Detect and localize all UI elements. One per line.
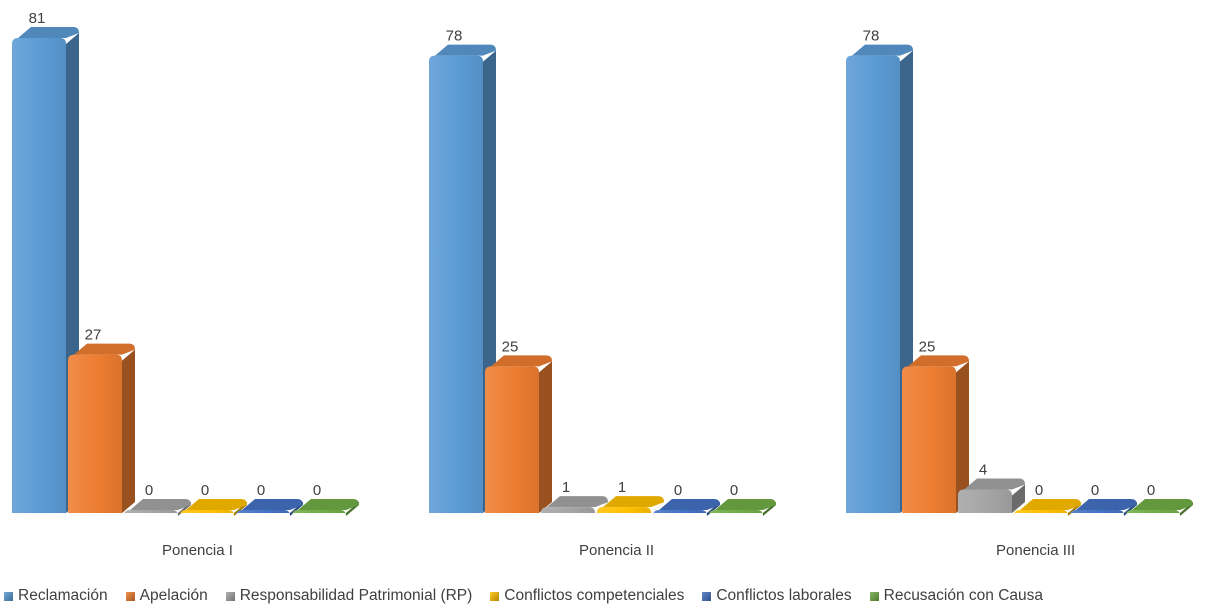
value-label-2-3: 1 bbox=[562, 479, 570, 496]
legend-item-2: Apelación bbox=[125, 587, 208, 605]
value-label-1-1: 81 bbox=[29, 10, 46, 27]
legend-label: Conflictos competenciales bbox=[504, 587, 685, 604]
value-label-3-2: 25 bbox=[919, 338, 936, 355]
bar-3-4 bbox=[1014, 499, 1081, 516]
value-label-1-6: 0 bbox=[313, 482, 321, 499]
value-label-2-2: 25 bbox=[502, 338, 519, 355]
category-label-1: Ponencia I bbox=[162, 542, 233, 559]
bar-3-6 bbox=[1126, 499, 1193, 516]
bar-3-2 bbox=[902, 355, 969, 513]
value-label-2-5: 0 bbox=[674, 482, 682, 499]
legend-label: Responsabilidad Patrimonial (RP) bbox=[239, 587, 473, 604]
value-label-1-4: 0 bbox=[201, 482, 209, 499]
legend-label: Conflictos laborales bbox=[716, 587, 852, 604]
legend: Reclamación Apelación Responsabilidad Patr… bbox=[0, 585, 1222, 607]
legend-label: Apelación bbox=[139, 587, 208, 604]
value-label-3-6: 0 bbox=[1147, 482, 1155, 499]
category-label-2: Ponencia II bbox=[579, 542, 654, 559]
legend-swatch bbox=[125, 591, 135, 601]
legend-swatch bbox=[490, 591, 500, 601]
legend-item-4: Conflictos competenciales bbox=[490, 587, 684, 605]
value-label-1-5: 0 bbox=[257, 482, 265, 499]
value-label-3-3: 4 bbox=[979, 462, 987, 479]
bar-1-6 bbox=[292, 499, 359, 516]
value-label-3-4: 0 bbox=[1035, 482, 1043, 499]
legend-item-1: Reclamación bbox=[4, 587, 108, 605]
bar-3-5 bbox=[1070, 499, 1137, 516]
legend-label: Recusación con Causa bbox=[883, 587, 1044, 604]
bar-1-4 bbox=[180, 499, 247, 516]
bar-2-5 bbox=[653, 499, 720, 516]
bars-layer bbox=[12, 27, 1193, 516]
bar-3-3 bbox=[958, 478, 1025, 513]
value-label-2-1: 78 bbox=[446, 28, 463, 45]
legend-swatch bbox=[702, 591, 712, 601]
value-label-3-5: 0 bbox=[1091, 482, 1099, 499]
bar-2-6 bbox=[709, 499, 776, 516]
bar-2-2 bbox=[485, 355, 552, 513]
legend-swatch bbox=[225, 591, 235, 601]
category-label-3: Ponencia III bbox=[996, 542, 1075, 559]
value-label-3-1: 78 bbox=[863, 28, 880, 45]
legend-item-5: Conflictos laborales bbox=[702, 587, 852, 605]
bar-1-2 bbox=[68, 343, 135, 513]
bar-2-4 bbox=[597, 496, 664, 514]
legend-swatch bbox=[4, 591, 13, 601]
value-labels-layer: 81 27 0 0 0 0 78 25 1 1 0 0 78 25 4 0 0 0 bbox=[29, 10, 1156, 499]
category-labels-layer: Ponencia I Ponencia II Ponencia III bbox=[162, 542, 1075, 559]
legend-item-6: Recusación con Causa bbox=[869, 587, 1044, 605]
legend-swatch bbox=[869, 591, 879, 601]
legend-item-3: Responsabilidad Patrimonial (RP) bbox=[225, 587, 473, 605]
bar-1-3 bbox=[124, 499, 191, 516]
value-label-2-4: 1 bbox=[618, 479, 626, 496]
value-label-1-2: 27 bbox=[85, 327, 102, 344]
legend-label: Reclamación bbox=[18, 587, 108, 604]
value-label-1-3: 0 bbox=[145, 482, 153, 499]
value-label-2-6: 0 bbox=[730, 482, 738, 499]
